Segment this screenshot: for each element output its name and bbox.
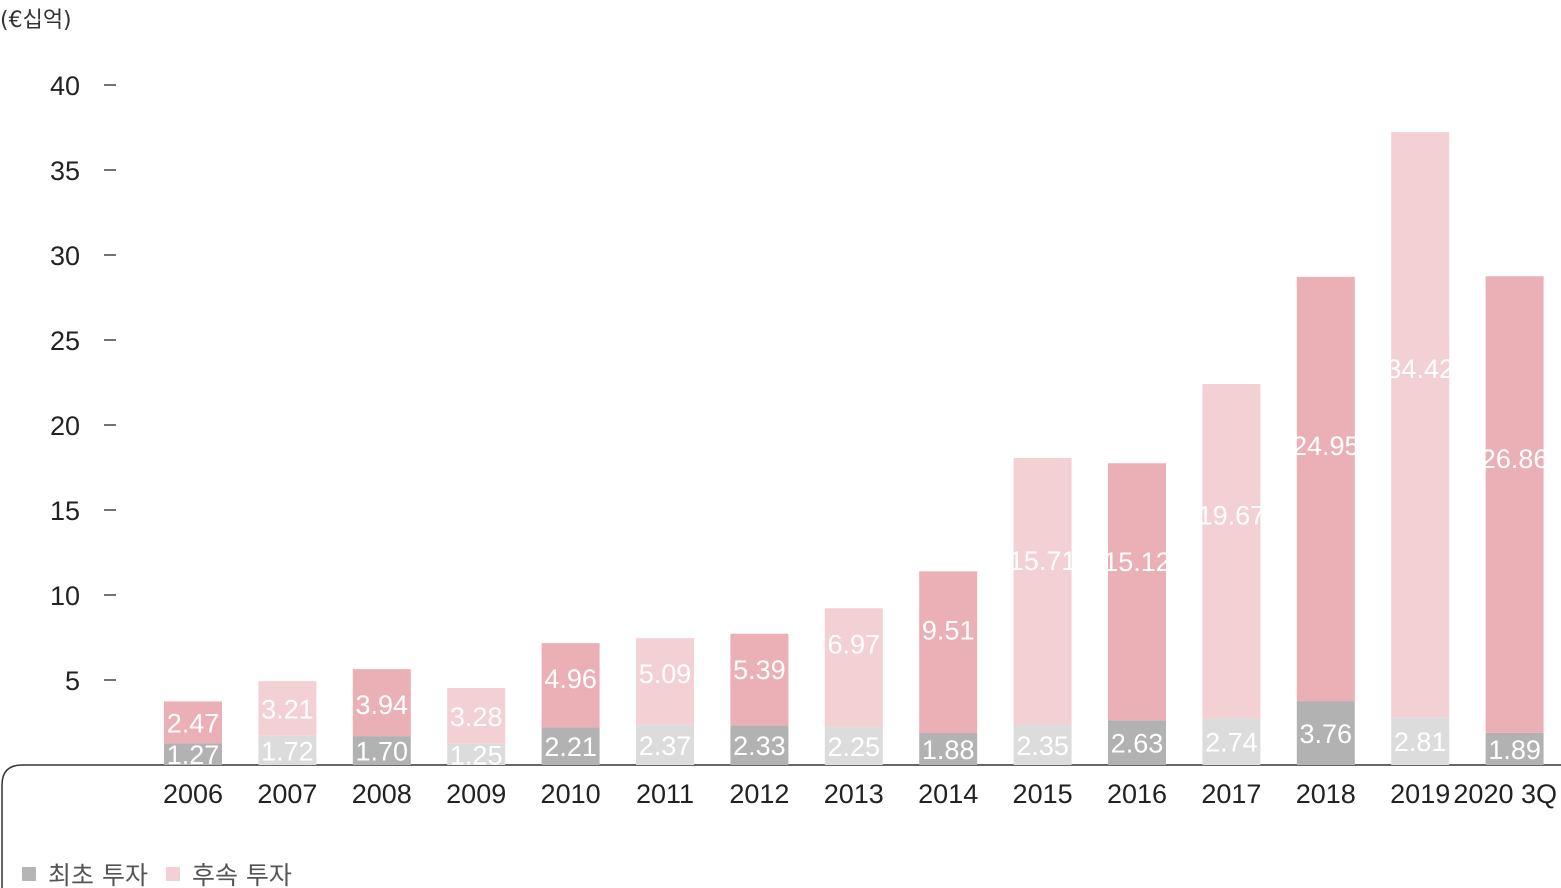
bar-first-2006 [164,743,222,765]
bar-first-2007 [258,735,317,765]
bar-label-follow: 5.09 [639,659,692,689]
y-tick-label: 40 [50,71,80,101]
bar-first-2017 [1202,718,1261,765]
bar-label-first: 1.25 [450,740,503,770]
unit-label: (€십억) [0,8,72,33]
bar-follow-2013 [824,608,883,727]
chart-frame [1,764,1561,888]
bar-label-follow: 19.67 [1198,500,1266,530]
bar-first-2008 [352,736,411,765]
bar-label-first: 1.89 [1488,735,1541,765]
bar-follow-2019 [1391,132,1450,718]
bar-follow-2010 [541,643,600,728]
x-tick-label: 2013 [824,779,884,809]
legend-label-follow: 후속 투자 [191,861,292,888]
y-tick-label: 15 [50,496,80,526]
bar-label-follow: 3.21 [261,694,314,724]
bar-first-2015 [1013,725,1072,765]
x-tick-label: 2019 [1390,779,1450,809]
legend-swatch-follow [165,867,180,881]
bar-label-first: 1.72 [261,736,314,766]
bar-label-first: 2.81 [1394,727,1447,757]
legend-item-first: 최초 투자 [22,856,148,888]
bar-follow-2007 [258,681,317,736]
bar-follow-2012 [730,633,789,726]
y-tick-label: 35 [50,156,80,186]
x-tick-label: 2015 [1013,779,1073,809]
x-tick-label: 2010 [541,779,601,809]
bar-follow-2020 3Q [1485,276,1544,733]
bar-follow-2016 [1108,463,1166,721]
bar-first-2019 [1391,717,1450,765]
x-tick-label: 2009 [446,779,506,809]
x-tick-label: 2007 [257,779,317,809]
legend-label-first: 최초 투자 [48,861,148,888]
x-tick-label: 2006 [163,779,223,809]
bar-label-follow: 34.42 [1386,354,1454,384]
bar-label-first: 2.37 [639,731,692,761]
bar-label-first: 2.63 [1111,729,1164,759]
bar-label-follow: 4.96 [544,664,597,694]
bar-label-first: 2.33 [733,731,786,761]
bar-label-first: 3.76 [1300,719,1353,749]
bar-follow-2018 [1296,276,1355,702]
bar-first-2014 [919,733,978,765]
bar-label-first: 1.88 [922,735,975,765]
bar-first-2013 [824,726,883,765]
bar-label-follow: 15.12 [1103,547,1171,577]
x-tick-label: 2008 [352,779,412,809]
bar-label-follow: 2.47 [167,708,220,738]
bar-follow-2011 [636,638,694,725]
bar-follow-2006 [164,701,222,744]
bar-first-2020 3Q [1485,732,1544,765]
x-tick-label: 2012 [729,779,789,809]
legend-item-follow: 후속 투자 [165,856,292,888]
bar-label-follow: 6.97 [828,629,881,659]
bar-label-follow: 3.28 [450,702,503,732]
bar-follow-2017 [1202,384,1261,719]
bar-label-first: 1.27 [167,740,220,770]
x-tick-label: 2020 3Q [1453,779,1557,809]
bar-first-2018 [1296,701,1355,765]
bar-label-first: 2.25 [828,732,881,762]
bar-label-first: 2.21 [544,732,597,762]
bar-follow-2015 [1013,457,1072,726]
bar-label-follow: 15.71 [1009,546,1077,576]
y-tick-label: 20 [50,411,80,441]
y-tick-label: 5 [65,666,80,696]
bar-first-2009 [447,743,506,765]
x-tick-label: 2017 [1201,779,1261,809]
bar-first-2010 [541,727,600,765]
legend-swatch-first [22,867,36,881]
bar-follow-2008 [352,669,411,737]
y-tick-label: 30 [50,241,80,271]
x-tick-label: 2014 [918,779,978,809]
legend: 최초 투자 후속 투자 [22,856,310,888]
bar-follow-2009 [447,687,506,744]
x-tick-label: 2011 [636,779,694,809]
bar-label-first: 2.35 [1016,731,1069,761]
x-tick-label: 2018 [1296,779,1356,809]
bar-label-first: 1.70 [356,737,409,767]
bar-label-follow: 26.86 [1481,444,1549,474]
bar-first-2011 [636,724,694,765]
bar-label-follow: 24.95 [1292,431,1360,461]
bar-follow-2014 [919,571,978,734]
bar-first-2016 [1108,720,1166,765]
y-tick-label: 25 [50,326,80,356]
bar-first-2012 [730,725,789,765]
bar-label-follow: 9.51 [922,615,975,645]
y-tick-label: 10 [50,581,80,611]
x-tick-label: 2016 [1107,779,1167,809]
bar-label-follow: 3.94 [356,690,409,720]
bar-label-first: 2.74 [1205,728,1258,758]
bar-label-follow: 5.39 [733,655,786,685]
